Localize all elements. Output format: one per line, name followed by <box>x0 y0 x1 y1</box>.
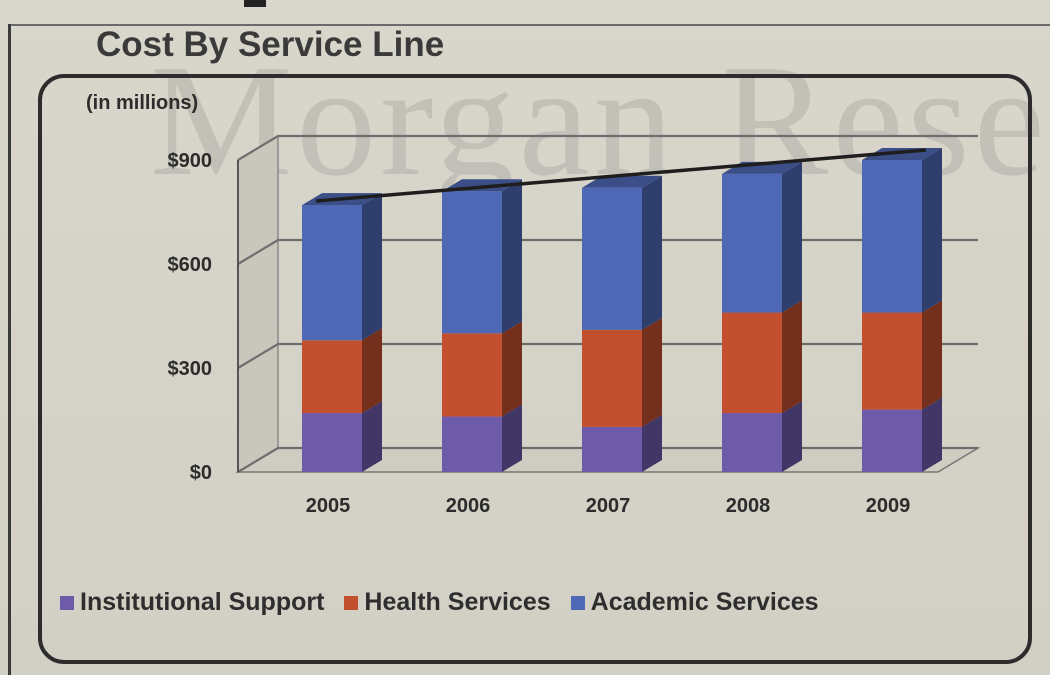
bar-segment-side <box>502 179 522 334</box>
gridline <box>237 134 978 161</box>
trend-line <box>315 148 927 203</box>
x-tick-label: 2007 <box>586 495 631 517</box>
bar-segment <box>442 416 502 472</box>
x-tick-label: 2008 <box>726 495 771 517</box>
page-top-border <box>8 24 1050 26</box>
legend-swatch <box>344 595 359 610</box>
legend-item: Academic Services <box>570 588 819 617</box>
legend-label: Health Services <box>364 588 551 616</box>
bar-segment-side <box>782 300 802 414</box>
bar-segment-side <box>362 328 382 414</box>
bar-segment <box>722 413 782 472</box>
bar-segment <box>862 312 922 410</box>
bar-segment <box>722 312 782 414</box>
legend-item: Institutional Support <box>60 588 324 617</box>
bar-segment-side <box>782 401 802 472</box>
bar-segment-side <box>782 161 802 313</box>
bar-segment-side <box>922 300 942 410</box>
y-tick-label: $300 <box>168 358 213 380</box>
bar-segment-side <box>362 401 382 472</box>
bar-segment <box>862 160 922 313</box>
legend-label: Academic Services <box>590 588 819 616</box>
page-left-border <box>8 24 11 675</box>
bar-segment <box>442 333 502 417</box>
x-tick-label: 2005 <box>306 495 351 517</box>
bar-segment-side <box>922 148 942 313</box>
legend-label: Institutional Support <box>80 588 325 616</box>
side-wall <box>237 134 279 474</box>
bar-segment-side <box>502 321 522 417</box>
bar-segment-side <box>642 317 662 427</box>
bar-segment <box>582 329 642 427</box>
bar-segment-side <box>922 397 942 472</box>
legend-item: Health Services <box>344 588 551 617</box>
y-tick-label: $0 <box>190 462 212 484</box>
bar-segment <box>582 426 642 472</box>
bar-segment <box>582 187 642 330</box>
bar-segment <box>302 413 362 472</box>
x-tick-label: 2009 <box>866 495 911 517</box>
legend-swatch <box>570 595 585 610</box>
units-label: (in millions) <box>86 92 199 114</box>
bar-segment <box>302 205 362 341</box>
y-tick-label: $600 <box>168 254 213 276</box>
bar-segment <box>862 409 922 472</box>
chart-frame <box>38 74 1032 664</box>
top-mark <box>244 0 266 7</box>
chart-title: Cost By Service Line <box>96 25 445 64</box>
bar-segment-side <box>362 193 382 341</box>
bar-segment-side <box>642 175 662 330</box>
x-tick-label: 2006 <box>446 495 491 517</box>
bar-segment <box>302 340 362 414</box>
y-tick-label: $900 <box>168 150 213 172</box>
chart-legend: Institutional Support Health Services Acad… <box>60 588 831 617</box>
bar-segment <box>442 191 502 334</box>
bar-segment-side <box>642 414 662 472</box>
legend-swatch <box>60 595 74 610</box>
bar-segment <box>722 173 782 313</box>
bar-segment-side <box>502 404 522 472</box>
